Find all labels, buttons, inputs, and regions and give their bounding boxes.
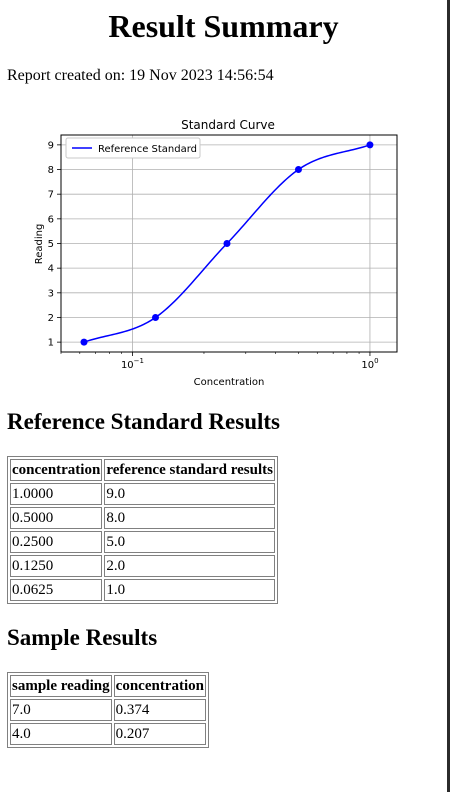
data-point: [294, 166, 302, 174]
table-cell: 0.374: [113, 699, 206, 721]
table-header-row: concentration reference standard results: [10, 459, 275, 481]
table-cell: 4.0: [10, 723, 112, 745]
table-row: 0.0625 1.0: [10, 579, 275, 601]
table-row: 7.0 0.374: [10, 699, 206, 721]
column-header: sample reading: [10, 675, 112, 697]
column-header: reference standard results: [104, 459, 275, 481]
sample-results-heading: Sample Results: [7, 625, 158, 650]
report-created-text: Report created on: 19 Nov 2023 14:56:54: [7, 67, 274, 84]
table-row: 0.2500 5.0: [10, 531, 275, 553]
reference-results-heading: Reference Standard Results: [7, 409, 280, 434]
table-cell: 5.0: [104, 531, 275, 553]
table-cell: 0.0625: [10, 579, 103, 601]
table-cell: 0.2500: [10, 531, 103, 553]
y-tick-label: 7: [48, 190, 54, 201]
chart-legend: Reference Standard: [65, 137, 201, 159]
sample-results-table: sample reading concentration 7.0 0.374 4…: [7, 672, 209, 748]
y-tick-label: 1: [48, 338, 54, 349]
data-point: [151, 313, 159, 321]
table-cell: 0.207: [113, 723, 206, 745]
x-tick-label: 10−1: [121, 357, 144, 371]
legend-label: Reference Standard: [98, 144, 197, 155]
column-header: concentration: [10, 459, 103, 481]
table-cell: 0.1250: [10, 555, 103, 577]
data-point: [366, 141, 374, 149]
table-cell: 9.0: [104, 483, 275, 505]
legend-box: [65, 137, 201, 159]
table-cell: 1.0000: [10, 483, 103, 505]
series-points: [80, 141, 374, 346]
x-axis-label: Concentration: [194, 377, 265, 388]
reference-results-table: concentration reference standard results…: [7, 456, 278, 604]
y-axis-label: Reading: [34, 224, 45, 265]
window-scrollbar-edge[interactable]: [447, 0, 450, 792]
y-tick-label: 6: [48, 214, 54, 225]
table-cell: 2.0: [104, 555, 275, 577]
data-point: [223, 240, 231, 247]
table-cell: 1.0: [104, 579, 275, 601]
chart-svg: Standard Curve 1 2 3 4 5 6 7 8 9 10−1 100 Concentr…: [34, 118, 398, 388]
data-point: [80, 338, 88, 346]
table-cell: 0.5000: [10, 507, 103, 529]
y-tick-label: 3: [48, 288, 54, 299]
y-tick-label: 5: [48, 239, 54, 250]
y-tick-label: 8: [48, 165, 54, 176]
column-header: concentration: [113, 675, 206, 697]
x-tick-label: 100: [361, 357, 378, 371]
table-header-row: sample reading concentration: [10, 675, 206, 697]
table-row: 0.1250 2.0: [10, 555, 275, 577]
table-cell: 7.0: [10, 699, 112, 721]
standard-curve-chart: Standard Curve 1 2 3 4 5 6 7 8 9 10−1 100 Concentr…: [0, 110, 420, 395]
chart-axes: 1 2 3 4 5 6 7 8 9 10−1 100: [48, 140, 379, 371]
y-tick-label: 9: [48, 140, 54, 151]
table-row: 0.5000 8.0: [10, 507, 275, 529]
chart-title: Standard Curve: [181, 118, 275, 132]
table-row: 1.0000 9.0: [10, 483, 275, 505]
y-tick-label: 2: [48, 313, 54, 324]
y-tick-label: 4: [48, 264, 54, 275]
table-row: 4.0 0.207: [10, 723, 206, 745]
page-title: Result Summary: [108, 8, 339, 44]
table-cell: 8.0: [104, 507, 275, 529]
